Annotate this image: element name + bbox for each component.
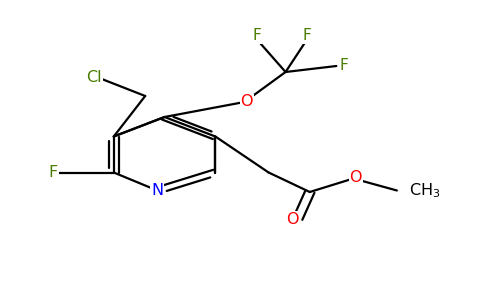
Text: O: O — [349, 169, 362, 184]
Text: O: O — [287, 212, 299, 226]
Text: N: N — [151, 183, 164, 198]
Text: O: O — [241, 94, 253, 110]
Text: F: F — [252, 28, 261, 44]
Text: F: F — [339, 58, 348, 74]
Text: CH$_3$: CH$_3$ — [409, 181, 440, 200]
Text: F: F — [303, 28, 312, 44]
Text: Cl: Cl — [87, 70, 102, 86]
Text: F: F — [48, 165, 58, 180]
